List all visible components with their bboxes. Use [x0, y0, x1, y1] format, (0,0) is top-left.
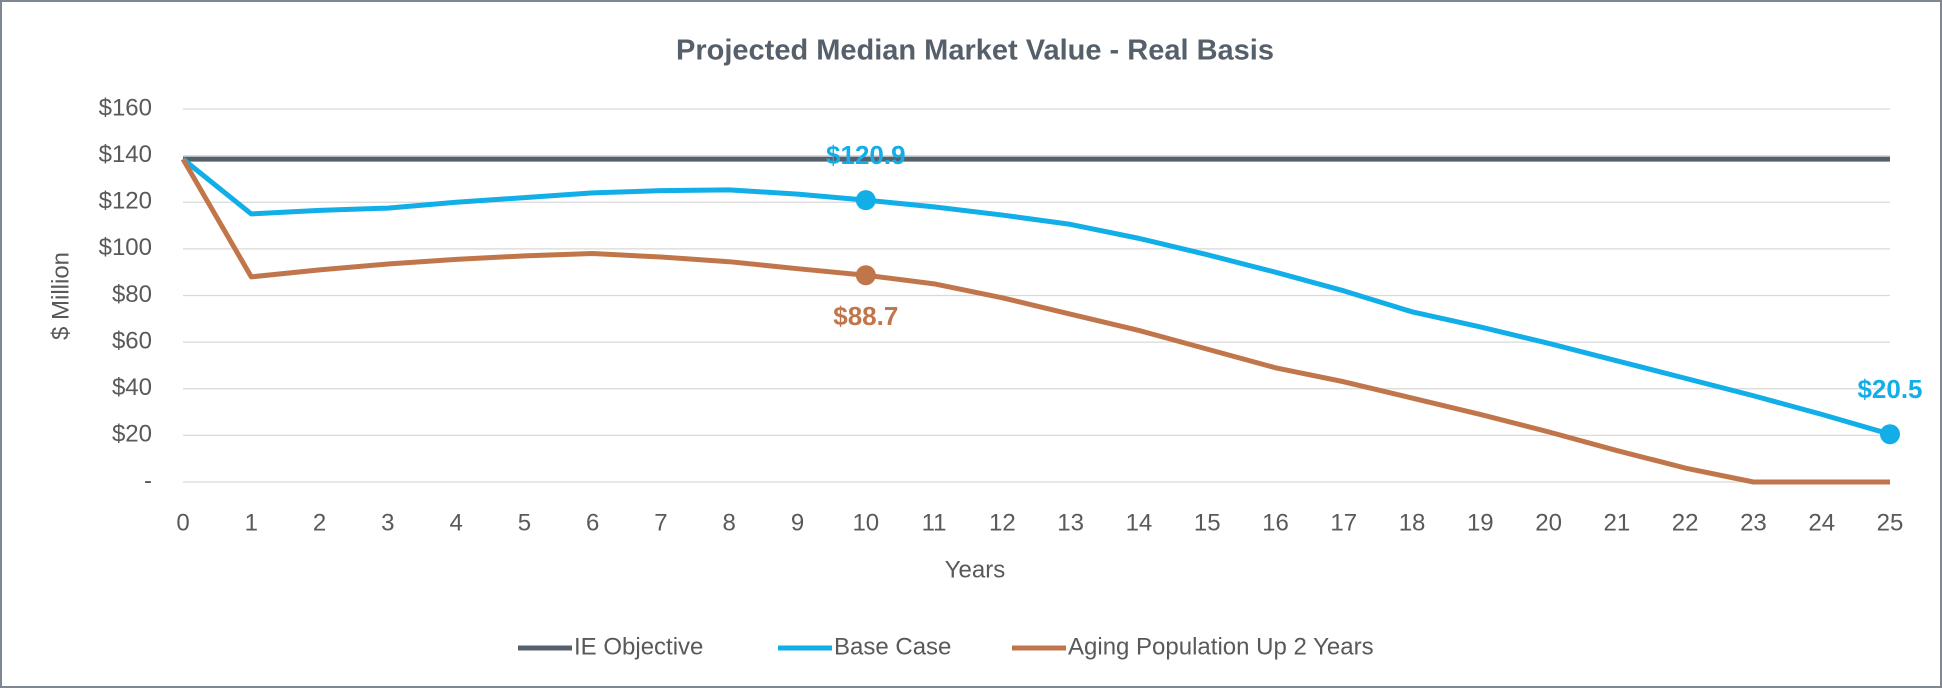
- x-tick-label: 11: [922, 509, 947, 536]
- x-tick-label: 12: [989, 509, 1016, 536]
- data-point: [855, 265, 876, 286]
- x-tick-label: 5: [518, 509, 531, 536]
- x-tick-label: 0: [176, 509, 189, 536]
- x-tick-label: 22: [1672, 509, 1699, 536]
- data-point: [855, 190, 876, 211]
- series-line: [180, 157, 1890, 485]
- y-tick-label: $140: [99, 141, 152, 168]
- y-tick-label: $100: [99, 234, 152, 261]
- x-tick-label: 9: [791, 509, 804, 536]
- x-tick-label: 14: [1126, 509, 1153, 536]
- y-tick-label: -: [144, 467, 152, 494]
- x-tick-label: 7: [654, 509, 667, 536]
- y-tick-label: $80: [112, 281, 152, 308]
- x-tick-label: 19: [1467, 509, 1494, 536]
- chart-title: Projected Median Market Value - Real Bas…: [676, 35, 1274, 67]
- x-tick-label: 18: [1399, 509, 1426, 536]
- x-tick-label: 8: [723, 509, 736, 536]
- x-tick-label: 2: [313, 509, 326, 536]
- x-tick-label: 21: [1604, 509, 1631, 536]
- y-axis-label: $ Million: [47, 252, 74, 340]
- x-tick-label: 16: [1262, 509, 1289, 536]
- x-tick-label: 6: [586, 509, 599, 536]
- y-tick-label: $160: [99, 94, 152, 121]
- x-tick-label: 4: [449, 509, 462, 536]
- x-tick-label: 17: [1330, 509, 1357, 536]
- data-label: $20.5: [1857, 374, 1922, 404]
- x-tick-label: 25: [1877, 509, 1904, 536]
- data-point: [1880, 424, 1900, 445]
- legend-label: Aging Population Up 2 Years: [1068, 633, 1374, 660]
- x-tick-label: 13: [1057, 509, 1084, 536]
- x-tick-label: 15: [1194, 509, 1221, 536]
- y-tick-label: $20: [112, 421, 152, 448]
- x-tick-label: 1: [245, 509, 258, 536]
- x-tick-label: 20: [1535, 509, 1562, 536]
- legend-label: Base Case: [834, 633, 951, 660]
- x-tick-label: 10: [852, 509, 879, 536]
- data-label: $120.9: [826, 140, 906, 170]
- x-axis-label: Years: [945, 556, 1006, 583]
- y-tick-label: $120: [99, 188, 152, 215]
- x-tick-label: 3: [381, 509, 394, 536]
- data-label: $88.7: [833, 301, 898, 331]
- series-line: [181, 157, 1891, 437]
- y-tick-label: $60: [112, 327, 152, 354]
- x-tick-label: 24: [1808, 509, 1835, 536]
- y-tick-label: $40: [112, 374, 152, 401]
- x-tick-label: 23: [1740, 509, 1767, 536]
- legend-label: IE Objective: [574, 633, 703, 660]
